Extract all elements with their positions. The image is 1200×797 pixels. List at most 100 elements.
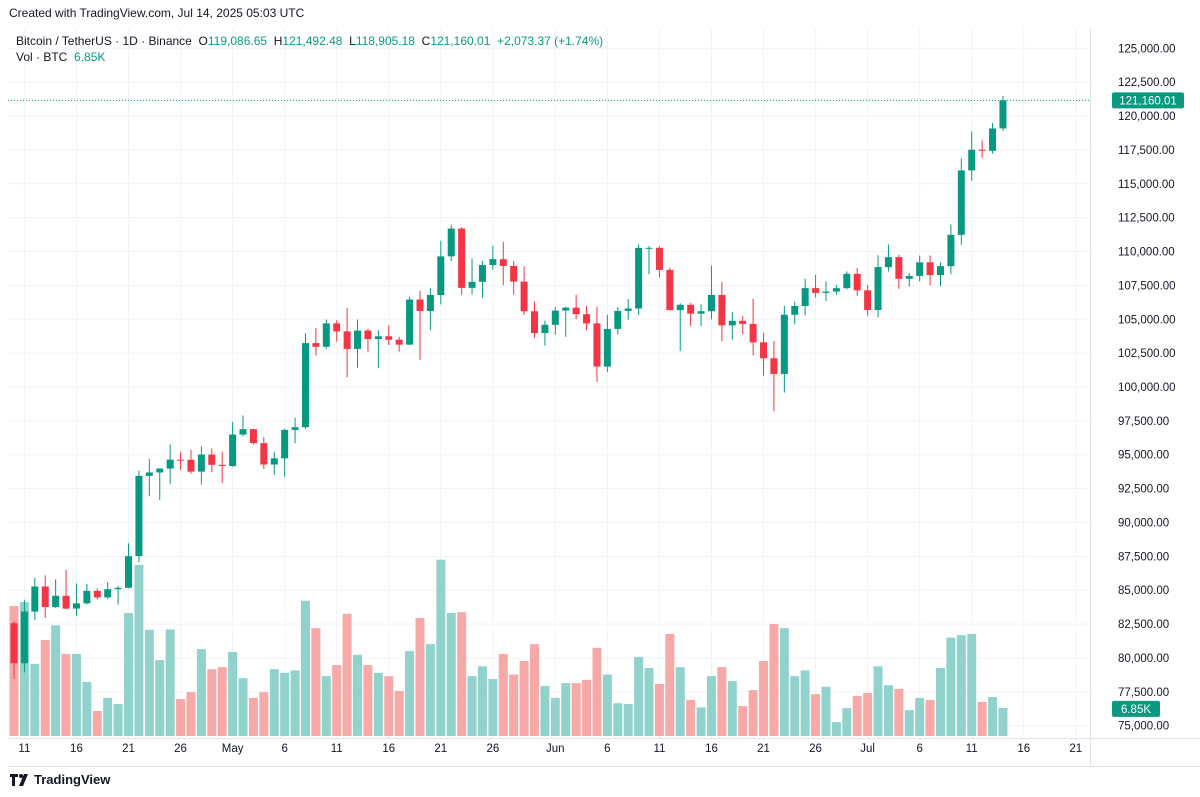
price-tick-label: 90,000.00 bbox=[1118, 517, 1169, 529]
volume-bar bbox=[425, 644, 435, 736]
volume-bar bbox=[61, 654, 71, 736]
volume-bar bbox=[738, 706, 748, 736]
volume-bar bbox=[207, 669, 217, 736]
volume-bar bbox=[384, 676, 394, 736]
candle-body bbox=[874, 267, 882, 311]
candle-body bbox=[125, 556, 133, 588]
candle-body bbox=[62, 595, 70, 609]
candle-body bbox=[10, 623, 18, 664]
candle-body bbox=[187, 459, 195, 472]
candle-body bbox=[926, 262, 934, 276]
volume-bar bbox=[196, 649, 206, 736]
candle-body bbox=[884, 257, 892, 268]
volume-bar bbox=[280, 672, 290, 736]
last-price-label: 121,160.01 bbox=[1119, 95, 1177, 107]
symbol-title[interactable]: Bitcoin / TetherUS · 1D · Binance bbox=[16, 34, 192, 48]
volume-bar bbox=[165, 629, 175, 736]
candle-body bbox=[739, 320, 747, 324]
last-volume-tag bbox=[1112, 700, 1160, 717]
candle-body bbox=[520, 281, 528, 312]
open-label: O bbox=[198, 34, 208, 48]
volume-bar bbox=[363, 665, 373, 736]
volume-bar bbox=[696, 707, 706, 736]
candle-body bbox=[156, 468, 164, 473]
volume-bar bbox=[124, 613, 134, 736]
candle-body bbox=[749, 323, 757, 343]
candle-body bbox=[41, 586, 49, 608]
volume-bar bbox=[748, 690, 758, 736]
volume-bar bbox=[92, 710, 102, 736]
volume-bar bbox=[925, 699, 935, 736]
date-tick-label: 16 bbox=[70, 743, 83, 755]
last-price-tag bbox=[1112, 92, 1184, 109]
close-value: 121,160.01 bbox=[430, 34, 491, 48]
candle-body bbox=[989, 128, 997, 151]
tradingview-logo[interactable]: TradingView bbox=[10, 772, 110, 787]
volume-bar bbox=[71, 654, 81, 736]
volume-bar bbox=[144, 629, 154, 736]
volume-bar bbox=[634, 656, 644, 736]
volume-bar bbox=[561, 683, 571, 736]
candle-body bbox=[145, 472, 153, 476]
volume-bar bbox=[759, 660, 769, 736]
candle-body bbox=[478, 265, 486, 282]
volume-bar bbox=[269, 669, 279, 736]
candle-body bbox=[343, 331, 351, 349]
volume-bar bbox=[467, 676, 477, 736]
volume-bar bbox=[935, 667, 945, 736]
volume-bar bbox=[852, 695, 862, 736]
price-tick-label: 125,000.00 bbox=[1118, 43, 1176, 55]
candle-body bbox=[697, 311, 705, 314]
volume-bar bbox=[842, 708, 852, 736]
candle-body bbox=[364, 330, 372, 340]
volume-bar bbox=[988, 697, 998, 736]
volume-bar bbox=[582, 679, 592, 736]
volume-bar bbox=[602, 674, 612, 736]
candle-body bbox=[791, 306, 799, 315]
volume-bar bbox=[228, 651, 238, 736]
volume-bar bbox=[800, 670, 810, 736]
candle-body bbox=[281, 429, 289, 459]
date-tick-label: 21 bbox=[757, 743, 770, 755]
candle-body bbox=[406, 299, 414, 345]
volume-bar bbox=[498, 654, 508, 736]
candle-body bbox=[635, 247, 643, 309]
date-tick-label: Jun bbox=[546, 743, 565, 755]
last-volume-label: 6.85K bbox=[1121, 704, 1151, 716]
candle-body bbox=[197, 454, 205, 472]
volume-bar bbox=[811, 694, 821, 736]
symbol-legend: Bitcoin / TetherUS · 1D · Binance O119,0… bbox=[16, 33, 603, 49]
candle-body bbox=[114, 587, 122, 590]
candle-body bbox=[374, 336, 382, 340]
date-tick-label: 11 bbox=[331, 743, 343, 755]
volume-bar bbox=[904, 710, 914, 736]
candle-body bbox=[31, 586, 39, 612]
candle-body bbox=[135, 475, 143, 557]
volume-bar bbox=[821, 686, 831, 736]
candle-body bbox=[718, 294, 726, 326]
volume-bar bbox=[706, 676, 716, 736]
date-tick-label: 16 bbox=[1017, 743, 1030, 755]
volume-bar bbox=[300, 600, 310, 736]
candle-body bbox=[957, 170, 965, 235]
candle-body bbox=[562, 307, 570, 311]
volume-bar bbox=[831, 722, 841, 736]
candle-body bbox=[603, 328, 611, 367]
volume-bar bbox=[592, 647, 602, 736]
candle-body bbox=[541, 324, 549, 334]
date-tick-label: 21 bbox=[434, 743, 447, 755]
volume-bar bbox=[342, 613, 352, 736]
candle-body bbox=[301, 343, 309, 428]
candle-body bbox=[322, 323, 330, 347]
date-tick-label: 16 bbox=[705, 743, 718, 755]
volume-bar bbox=[405, 651, 415, 736]
volume-bar bbox=[509, 674, 519, 736]
tradingview-brand: TradingView bbox=[34, 772, 111, 787]
candle-body bbox=[780, 314, 788, 374]
created-with-caption: Created with TradingView.com, Jul 14, 20… bbox=[9, 6, 305, 20]
price-tick-label: 107,500.00 bbox=[1118, 280, 1176, 292]
volume-bar bbox=[623, 704, 633, 736]
volume-label[interactable]: Vol · BTC bbox=[16, 50, 68, 64]
open-value: 119,086.65 bbox=[207, 34, 268, 48]
